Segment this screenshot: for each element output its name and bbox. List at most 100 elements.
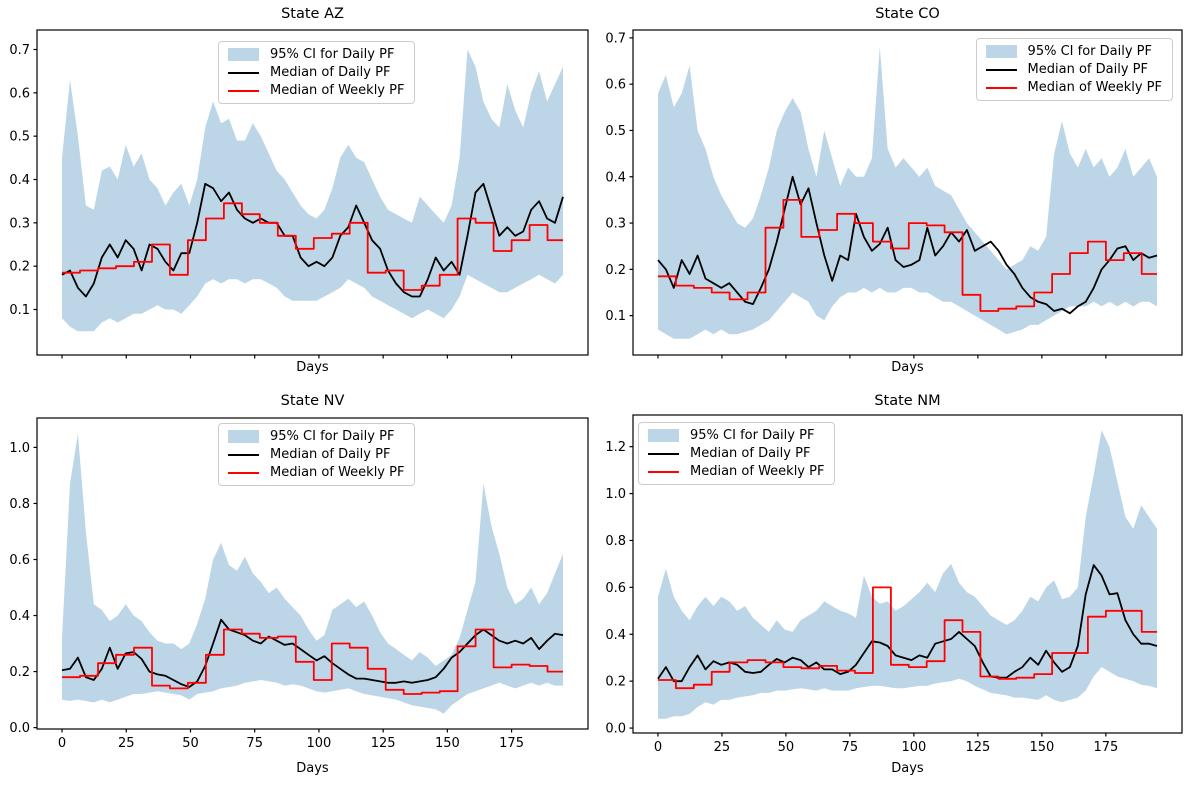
panel-state-nv: State NV 0.0 0.2 0.4 0.6 0.8 1.0 0 25 50 75 100 125… [0,385,596,790]
svg-text:25: 25 [714,740,731,755]
legend-item-ci: 95% CI for Daily PF [228,429,404,444]
svg-text:0.8: 0.8 [9,497,30,512]
legend-nv: 95% CI for Daily PF Median of Daily PF M… [218,423,416,486]
daily-line-swatch [228,71,259,74]
legend-item-ci: 95% CI for Daily PF [648,428,824,443]
legend-item-weekly: Median of Weekly PF [985,80,1162,95]
legend-label-daily: Median of Daily PF [690,446,811,461]
svg-text:100: 100 [307,736,332,751]
svg-text:75: 75 [246,736,263,751]
svg-text:0.2: 0.2 [605,675,626,690]
svg-text:150: 150 [1029,740,1054,755]
svg-text:50: 50 [182,736,199,751]
legend-item-daily: Median of Daily PF [985,62,1162,77]
panel-title-nv: State NV [280,393,345,409]
svg-text:1.0: 1.0 [605,487,626,502]
legend-label-ci: 95% CI for Daily PF [1027,44,1152,59]
legend-label-daily: Median of Daily PF [270,65,391,80]
svg-text:0.8: 0.8 [605,534,626,549]
svg-text:1.2: 1.2 [605,440,626,455]
weekly-line-swatch [648,470,679,473]
panel-state-az: State AZ 0.1 0.2 0.3 0.4 0.5 0.6 0.7 95% CI fo… [0,0,596,390]
xlabel-az: Days [296,360,329,375]
svg-text:100: 100 [901,740,926,755]
legend-label-ci: 95% CI for Daily PF [270,429,395,444]
svg-text:0.6: 0.6 [605,581,626,596]
svg-text:0.2: 0.2 [9,260,30,275]
legend-item-weekly: Median of Weekly PF [228,465,404,480]
legend-label-daily: Median of Daily PF [270,447,391,462]
ci-band-swatch [228,430,259,443]
svg-text:175: 175 [1093,740,1118,755]
ci-band-swatch [228,48,259,61]
svg-text:0.4: 0.4 [9,173,30,188]
svg-text:0.1: 0.1 [605,309,626,324]
svg-text:0.1: 0.1 [9,303,30,318]
svg-text:0.7: 0.7 [9,43,30,58]
daily-line-swatch [228,453,259,456]
plot-area-nm: 0.0 0.2 0.4 0.6 0.8 1.0 1.2 0 25 50 75 100 125 150 175 [605,414,1183,755]
svg-text:0.3: 0.3 [9,216,30,231]
xlabel-co: Days [891,360,924,375]
svg-text:0.0: 0.0 [9,721,30,736]
panel-title-nm: State NM [874,393,941,409]
svg-text:0.6: 0.6 [605,78,626,93]
svg-text:150: 150 [435,736,460,751]
weekly-line-swatch [985,86,1017,89]
legend-item-ci: 95% CI for Daily PF [985,44,1162,59]
legend-item-weekly: Median of Weekly PF [228,83,404,98]
weekly-line-swatch [228,471,259,474]
svg-text:125: 125 [965,740,990,755]
svg-text:175: 175 [499,736,524,751]
svg-text:1.0: 1.0 [9,441,30,456]
svg-text:50: 50 [778,740,795,755]
legend-label-weekly: Median of Weekly PF [1027,80,1162,95]
ci-band-swatch [648,429,679,442]
panel-title-az: State AZ [281,6,344,22]
svg-text:0.2: 0.2 [605,263,626,278]
legend-label-weekly: Median of Weekly PF [690,464,825,479]
legend-item-weekly: Median of Weekly PF [648,464,824,479]
svg-text:0.4: 0.4 [605,170,626,185]
svg-text:0.4: 0.4 [9,609,30,624]
daily-line-swatch [985,68,1017,71]
plot-area-az: 0.1 0.2 0.3 0.4 0.5 0.6 0.7 [9,29,589,359]
xlabel-nv: Days [296,761,329,776]
svg-text:0.7: 0.7 [605,31,626,46]
legend-label-ci: 95% CI for Daily PF [270,47,395,62]
plot-area-co: 0.1 0.2 0.3 0.4 0.5 0.6 0.7 [605,29,1183,359]
panel-state-co: State CO 0.1 0.2 0.3 0.4 0.5 0.6 0.7 95% CI fo… [596,0,1189,390]
panel-title-co: State CO [875,6,940,22]
legend-co: 95% CI for Daily PF Median of Daily PF M… [975,38,1173,101]
ci-band-swatch [985,45,1017,58]
svg-text:0: 0 [654,740,662,755]
legend-item-daily: Median of Daily PF [228,65,404,80]
daily-line-swatch [648,452,679,455]
svg-text:0.4: 0.4 [605,628,626,643]
legend-item-ci: 95% CI for Daily PF [228,47,404,62]
legend-item-daily: Median of Daily PF [648,446,824,461]
svg-text:75: 75 [842,740,859,755]
xlabel-nm: Days [891,761,924,776]
legend-label-ci: 95% CI for Daily PF [690,428,815,443]
svg-text:0.2: 0.2 [9,665,30,680]
svg-text:0: 0 [58,736,66,751]
svg-text:0.0: 0.0 [605,722,626,737]
svg-text:25: 25 [118,736,135,751]
legend-az: 95% CI for Daily PF Median of Daily PF M… [218,41,416,104]
svg-text:0.5: 0.5 [9,130,30,145]
svg-text:0.3: 0.3 [605,217,626,232]
legend-label-daily: Median of Daily PF [1027,62,1148,77]
legend-nm: 95% CI for Daily PF Median of Daily PF M… [638,422,836,485]
legend-label-weekly: Median of Weekly PF [270,465,405,480]
panel-state-nm: State NM 0.0 0.2 0.4 0.6 0.8 1.0 1.2 0 25 50 75 100… [596,385,1189,790]
svg-text:125: 125 [371,736,396,751]
svg-text:0.5: 0.5 [605,124,626,139]
legend-item-daily: Median of Daily PF [228,447,404,462]
svg-text:0.6: 0.6 [9,86,30,101]
weekly-line-swatch [228,89,259,92]
svg-text:0.6: 0.6 [9,553,30,568]
legend-label-weekly: Median of Weekly PF [270,83,405,98]
plot-area-nv: 0.0 0.2 0.4 0.6 0.8 1.0 0 25 50 75 100 125 150 175 [9,417,589,751]
